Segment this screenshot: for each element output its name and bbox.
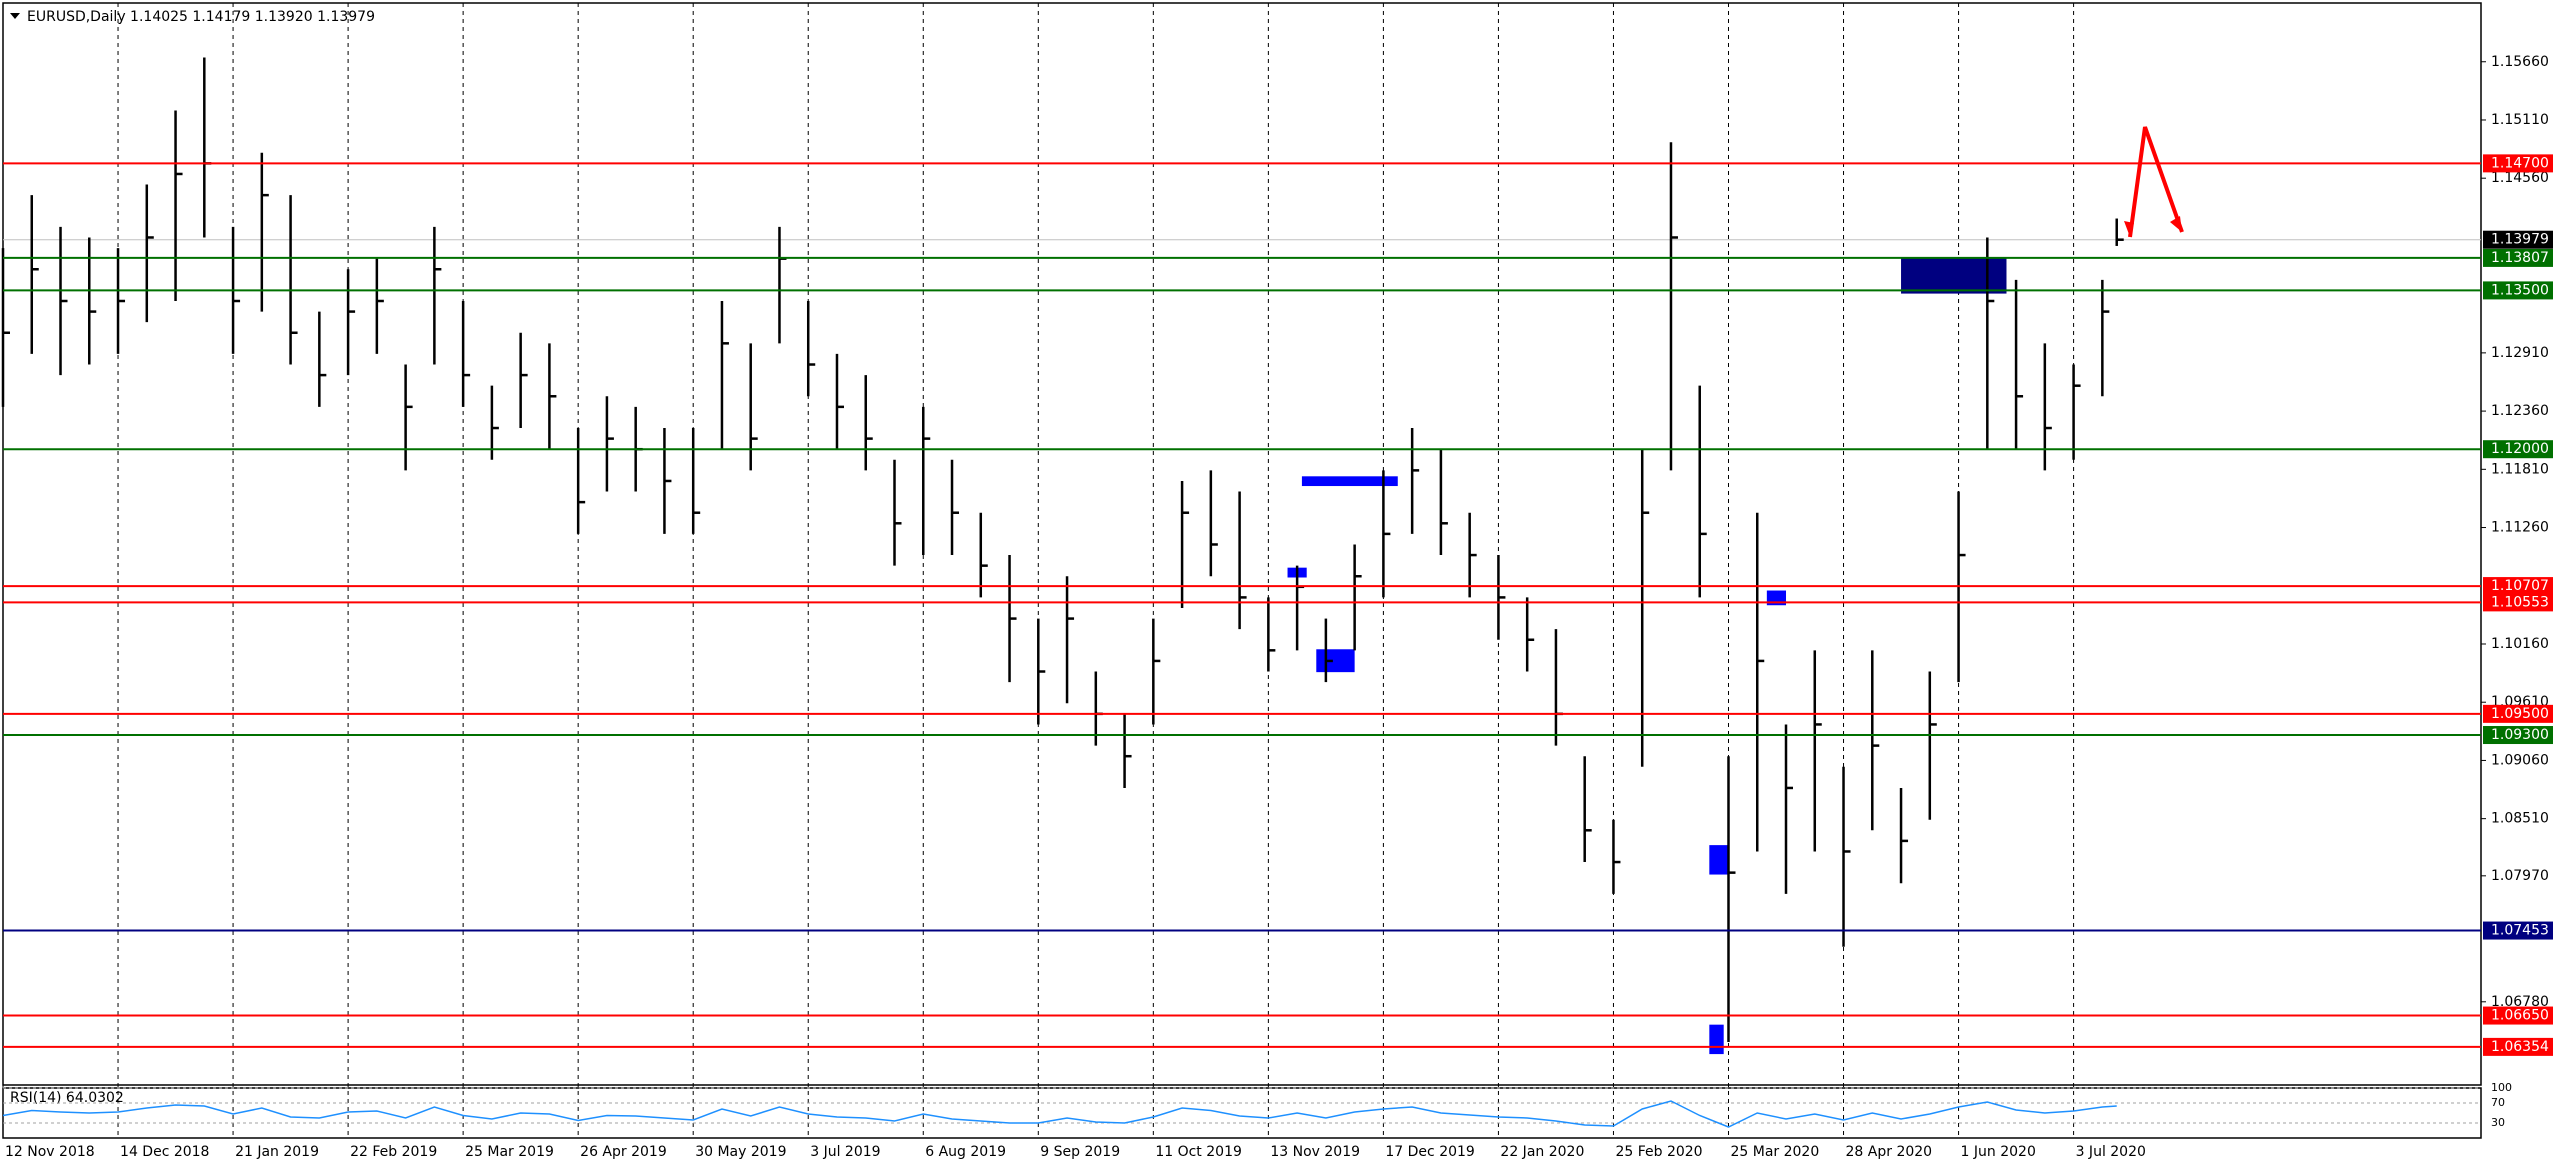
level-label-box	[2483, 440, 2553, 459]
x-tick-label: 22 Jan 2020	[1500, 1144, 1584, 1160]
level-label-box	[2483, 704, 2553, 723]
x-tick-label: 3 Jul 2020	[2076, 1144, 2146, 1160]
zone	[1709, 845, 1729, 875]
y-tick-label: 1.07970	[2491, 868, 2549, 884]
level-label-box	[2483, 248, 2553, 267]
y-tick-label: 1.11260	[2491, 520, 2549, 536]
rsi-line	[2, 1100, 2117, 1128]
rsi-tick-label: 100	[2491, 1081, 2512, 1094]
y-tick-label: 1.09060	[2491, 752, 2549, 768]
chart-title: EURUSD,Daily 1.14025 1.14179 1.13920 1.1…	[27, 9, 375, 25]
y-tick-label: 1.08510	[2491, 811, 2549, 827]
level-label-box	[2483, 1006, 2553, 1025]
zone	[1709, 1024, 1724, 1055]
menu-triangle[interactable]	[10, 13, 20, 19]
y-tick-label: 1.12910	[2491, 345, 2549, 361]
x-tick-label: 6 Aug 2019	[925, 1144, 1006, 1160]
x-tick-label: 28 Apr 2020	[1846, 1144, 1933, 1160]
x-tick-label: 14 Dec 2018	[120, 1144, 209, 1160]
x-tick-label: 25 Mar 2020	[1730, 1144, 1819, 1160]
x-tick-label: 25 Mar 2019	[465, 1144, 554, 1160]
zone	[1901, 257, 2007, 294]
forecast-arrow	[2128, 126, 2184, 238]
zone	[1301, 476, 1398, 487]
y-tick-label: 1.14560	[2491, 170, 2549, 186]
rsi-tick-label: 70	[2491, 1096, 2505, 1109]
level-label: 1.07453	[2491, 923, 2549, 939]
level-label-box	[2483, 726, 2553, 745]
last-price-box	[2483, 230, 2553, 249]
x-tick-label: 11 Oct 2019	[1155, 1144, 1242, 1160]
level-label: 1.06354	[2491, 1039, 2549, 1055]
x-tick-label: 25 Feb 2020	[1615, 1144, 1702, 1160]
level-label: 1.12000	[2491, 441, 2549, 457]
rsi-title: RSI(14) 64.0302	[10, 1090, 124, 1106]
level-label: 1.06650	[2491, 1008, 2549, 1024]
level-label: 1.14700	[2491, 155, 2549, 171]
y-tick-label: 1.11810	[2491, 461, 2549, 477]
plot-layer: 12 Nov 2018 14 Dec 2018 21 Jan 2019 22 Feb …	[1, 3, 2553, 1160]
x-tick-label: 12 Nov 2018	[5, 1144, 95, 1160]
level-label-box	[2483, 1037, 2553, 1056]
level-label: 1.10707	[2491, 578, 2549, 594]
x-tick-label: 13 Nov 2019	[1270, 1144, 1360, 1160]
last-price-label: 1.13979	[2491, 232, 2549, 248]
level-label: 1.13500	[2491, 282, 2549, 298]
y-tick-label: 1.10160	[2491, 636, 2549, 652]
arrow-head	[2170, 216, 2182, 232]
level-label-box	[2483, 921, 2553, 940]
rsi-tick-label: 30	[2491, 1116, 2505, 1129]
main-frame	[2, 2, 2482, 1086]
y-tick-label: 1.15660	[2491, 54, 2549, 70]
y-tick-label: 1.06780	[2491, 994, 2549, 1010]
x-tick-label: 3 Jul 2019	[810, 1144, 880, 1160]
level-label-box	[2483, 577, 2553, 596]
arrow-tail	[2124, 221, 2134, 237]
level-label: 1.09500	[2491, 706, 2549, 722]
level-label: 1.13807	[2491, 250, 2549, 266]
level-label: 1.10553	[2491, 594, 2549, 610]
y-tick-label: 1.12360	[2491, 403, 2549, 419]
x-tick-label: 9 Sep 2019	[1040, 1144, 1120, 1160]
x-tick-label: 17 Dec 2019	[1385, 1144, 1474, 1160]
zone	[1316, 649, 1355, 673]
x-tick-label: 1 Jun 2020	[1961, 1144, 2036, 1160]
x-tick-label: 21 Jan 2019	[235, 1144, 319, 1160]
y-tick-label: 1.15110	[2491, 112, 2549, 128]
x-tick-label: 22 Feb 2019	[350, 1144, 437, 1160]
level-label-box	[2483, 281, 2553, 300]
x-tick-label: 30 May 2019	[695, 1144, 786, 1160]
level-label-box	[2483, 593, 2553, 612]
level-label: 1.09300	[2491, 727, 2549, 743]
x-tick-label: 26 Apr 2019	[580, 1144, 667, 1160]
level-label-box	[2483, 154, 2553, 173]
